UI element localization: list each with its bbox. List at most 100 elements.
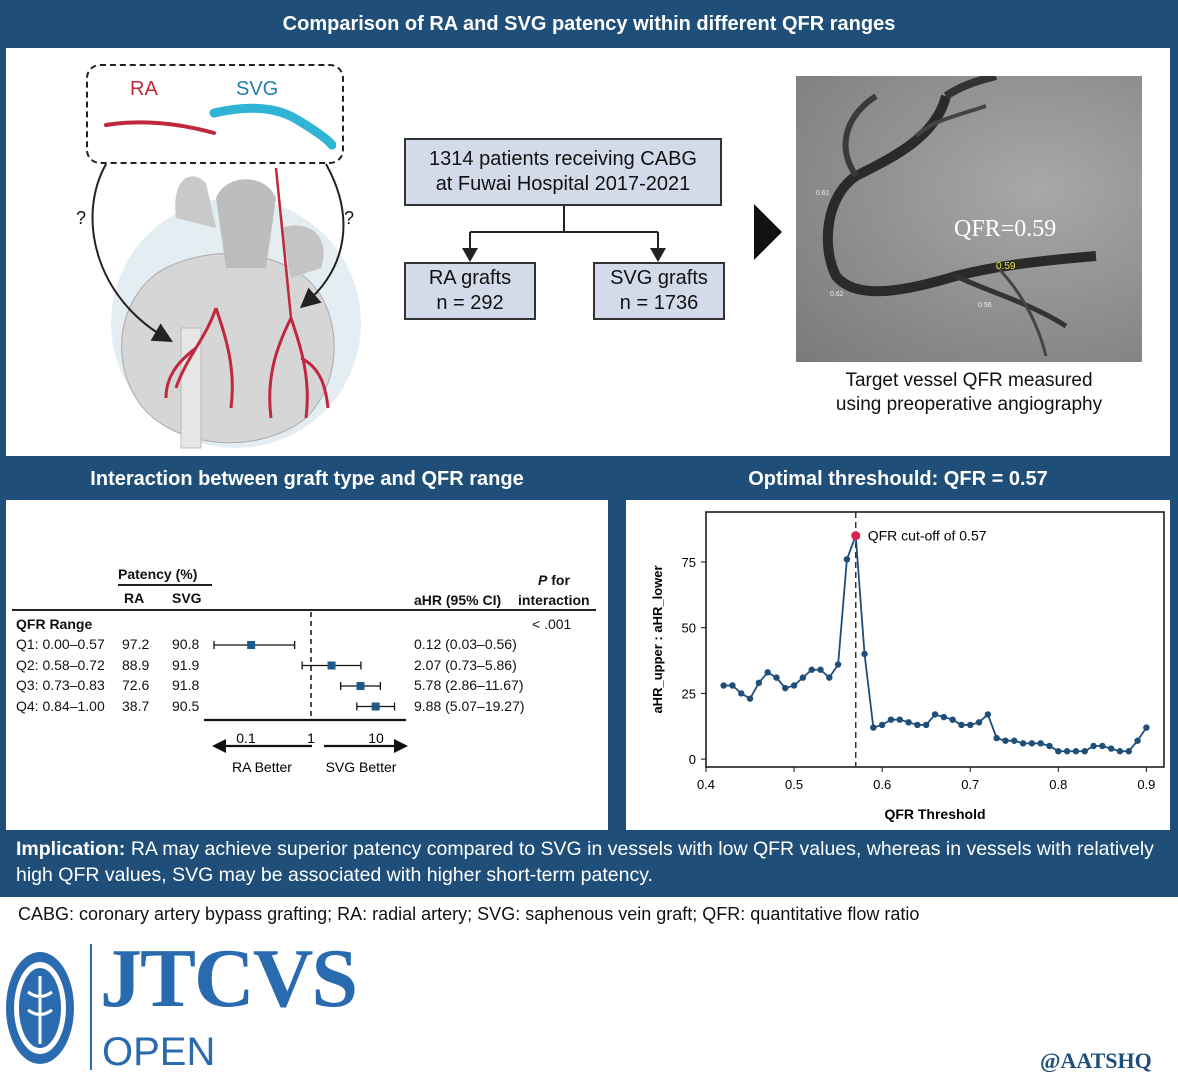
data-point <box>1028 740 1036 747</box>
angiogram-caption-line2: using preoperative angiography <box>835 394 1103 415</box>
flow-root-box: 1314 patients receiving CABG at Fuwai Ho… <box>404 138 722 206</box>
data-point <box>1011 737 1018 744</box>
y-tick-label: 50 <box>682 621 696 636</box>
data-point <box>1116 748 1124 755</box>
hr-marker <box>356 682 365 690</box>
data-point <box>922 721 930 729</box>
play-arrow-icon <box>754 204 782 260</box>
question-right: ? <box>344 208 355 228</box>
threshold-chart-panel: 0.4 0.5 0.6 0.7 0.8 0.9 0 25 50 75 QFR Threshold aH… <box>626 500 1170 830</box>
flow-ra-line1: RA grafts <box>428 267 512 289</box>
graft-line-icon <box>274 167 293 319</box>
x-tick-label: 0.9 <box>1137 777 1155 792</box>
flow-root-line2: at Fuwai Hospital 2017-2021 <box>435 173 691 195</box>
hr-marker <box>327 661 336 670</box>
row-label: Q4: 0.84–1.00 <box>16 697 105 714</box>
angiogram-small-label-1: 0.59 <box>996 261 1016 272</box>
header-rule <box>12 609 596 611</box>
ra-legend-label: RA <box>130 78 158 100</box>
left-curved-arrow <box>91 163 173 342</box>
col-ra-header: RA <box>124 590 145 606</box>
y-tick-label: 25 <box>682 686 696 701</box>
top-banner: Comparison of RA and SVG patency within … <box>0 0 1178 48</box>
data-point <box>940 713 948 721</box>
row-label: Q2: 0.58–0.72 <box>16 656 105 673</box>
flow-root-line1: 1314 patients receiving CABG <box>429 148 697 170</box>
patency-underline <box>118 584 212 586</box>
left-atrium <box>281 225 324 278</box>
cutoff-point <box>851 531 861 541</box>
col-p-header-line2: interaction <box>518 592 590 608</box>
flow-ra-line2: n = 292 <box>436 292 504 314</box>
data-point <box>1099 742 1106 750</box>
data-point <box>1019 740 1027 747</box>
angiogram-small-label-2: 0.62 <box>830 291 844 298</box>
data-point <box>1125 748 1132 755</box>
row-ahr: 0.12 (0.03–0.56) <box>414 636 517 652</box>
row-ra-patency: 38.7 <box>122 697 150 714</box>
row-ra-patency: 72.6 <box>122 677 150 693</box>
forest-plot-graphic: 0.1 1 10 RA Better SVG Better <box>204 612 408 775</box>
row-svg-patency: 91.9 <box>172 656 200 673</box>
data-point <box>984 711 992 718</box>
svg-better-label: SVG Better <box>326 759 397 775</box>
data-point <box>896 716 903 723</box>
data-point <box>958 721 965 729</box>
top-panel: RA SVG ? ? 1314 patients receiving CABG … <box>6 48 1170 456</box>
angiogram-vessels <box>822 76 1097 357</box>
implication-box: Implication: RA may achieve superior pat… <box>6 832 1170 890</box>
left-panel-title: Interaction between graft type and QFR r… <box>90 467 524 490</box>
x-tick-label: 0.5 <box>785 777 803 792</box>
row-ahr: 9.88 (5.07–19.27) <box>414 697 525 714</box>
data-point <box>887 716 895 723</box>
y-tick-label: 0 <box>689 752 696 767</box>
threshold-line-chart: 0.4 0.5 0.6 0.7 0.8 0.9 0 25 50 75 QFR Threshold aH… <box>650 511 1165 822</box>
data-point <box>931 711 939 718</box>
flow-ra-box: RA grafts n = 292 <box>404 262 536 320</box>
row-label: Q3: 0.73–0.83 <box>16 677 105 693</box>
implication-label: Implication: <box>16 838 126 860</box>
p-interaction-value: < .001 <box>532 616 572 632</box>
question-left: ? <box>76 208 87 228</box>
data-point <box>914 721 921 729</box>
x-axis-label: QFR Threshold <box>884 806 985 822</box>
data-point <box>764 669 771 676</box>
hr-marker <box>371 702 380 711</box>
data-point <box>808 666 815 673</box>
right-panel-header: Optimal threshould: QFR = 0.57 <box>626 458 1170 500</box>
data-point <box>782 684 789 692</box>
data-point <box>790 682 798 689</box>
journal-seal-logo <box>6 952 74 1064</box>
y-tick-label: 75 <box>682 555 696 570</box>
aats-handle: @AATSHQ <box>1040 1048 1152 1073</box>
cutoff-annotation: QFR cut-off of 0.57 <box>868 528 987 544</box>
axis-tick-label: 0.1 <box>236 730 256 746</box>
data-point <box>817 666 824 673</box>
row-ra-patency: 88.9 <box>122 656 150 673</box>
y-axis-label: aHR_upper : aHR_lower <box>650 565 665 713</box>
angiogram-image: QFR=0.59 0.59 0.62 0.56 0.61 <box>796 76 1142 362</box>
graft-arrows <box>91 163 345 342</box>
col-p-rest: for <box>547 572 570 588</box>
data-point <box>1002 737 1009 744</box>
axis-tick-label: 10 <box>368 730 384 746</box>
data-point <box>1055 748 1062 755</box>
row-svg-patency: 91.8 <box>172 677 200 693</box>
data-point <box>826 674 833 681</box>
qfr-range-section: QFR Range <box>16 616 93 632</box>
row-svg-patency: 90.5 <box>172 697 200 714</box>
coronary-left-icon <box>164 307 234 409</box>
data-point <box>905 719 912 726</box>
data-point <box>1037 740 1044 747</box>
top-banner-title: Comparison of RA and SVG patency within … <box>282 12 896 35</box>
heart-illustration <box>111 167 361 449</box>
data-point <box>1143 724 1150 731</box>
data-point <box>1107 745 1115 752</box>
angiogram-caption-line1: Target vessel QFR measured <box>845 370 1093 391</box>
patency-header: Patency (%) <box>118 566 198 582</box>
data-point <box>1046 742 1053 750</box>
journal-sub: OPEN <box>102 1030 216 1074</box>
data-point <box>878 721 886 729</box>
svg-better-arrowhead <box>394 739 408 753</box>
angiogram-small-label-4: 0.61 <box>816 190 830 197</box>
